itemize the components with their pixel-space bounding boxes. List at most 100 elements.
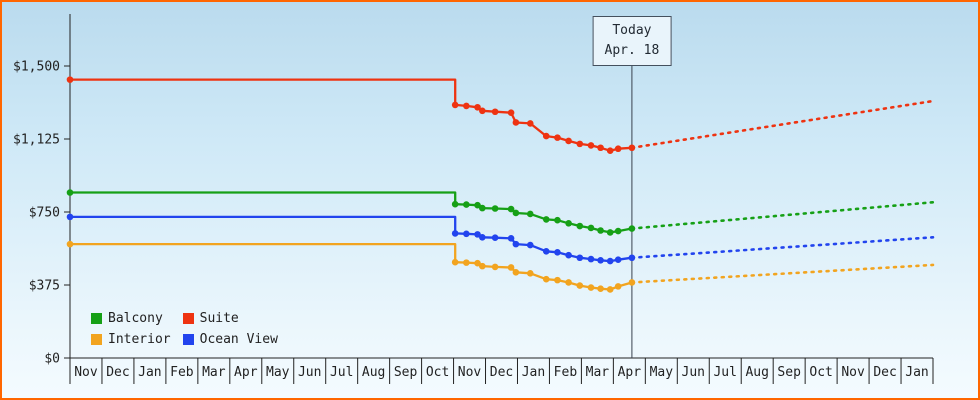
legend-label-suite: Suite [199, 311, 239, 326]
x-axis-month-label: Oct [809, 365, 832, 380]
projection-line [630, 263, 935, 284]
x-axis-month-label: Jul [713, 365, 736, 380]
data-point [628, 279, 636, 286]
x-axis-month-label: Sep [394, 365, 418, 380]
data-point [474, 201, 481, 209]
legend-item-ocean-view: Ocean View [182, 332, 278, 347]
projection-line [630, 99, 935, 150]
legend-swatch-ocean-view [182, 334, 194, 345]
data-point [542, 216, 550, 223]
data-point [576, 222, 584, 230]
projection-line [630, 236, 935, 260]
data-point [491, 205, 499, 212]
data-point [526, 241, 534, 249]
data-point [463, 102, 470, 110]
data-point [491, 263, 499, 271]
x-axis-month-label: Jan [138, 365, 161, 380]
x-axis-month-label: Apr [618, 365, 642, 380]
legend-item-suite: Suite [182, 311, 278, 326]
data-point [606, 257, 614, 265]
x-axis-month-label: May [266, 365, 290, 380]
x-axis-month-label: Jul [330, 365, 353, 380]
x-axis-month-label: Jun [298, 365, 321, 380]
today-label: Today [612, 23, 652, 38]
x-axis-month-label: Dec [873, 365, 896, 380]
data-point [526, 210, 534, 218]
data-point [542, 248, 550, 255]
data-point [587, 224, 595, 232]
data-point [463, 259, 470, 266]
data-point [597, 144, 604, 152]
y-axis-label: $0 [44, 352, 60, 367]
data-point [628, 254, 636, 262]
x-axis-month-label: Aug [745, 365, 768, 380]
data-point [606, 147, 614, 154]
x-axis-month-label: Jan [905, 365, 928, 380]
y-axis-label: $375 [29, 279, 60, 294]
data-point [597, 227, 604, 234]
data-point [507, 234, 515, 242]
data-point [614, 145, 622, 153]
x-axis-month-label: Nov [74, 365, 98, 380]
y-axis-label: $1,125 [13, 133, 60, 148]
data-point [507, 264, 515, 271]
axes [64, 14, 934, 384]
legend-label-balcony: Balcony [108, 311, 163, 326]
y-axis-label: $1,500 [13, 60, 60, 75]
data-point [576, 140, 584, 148]
data-point [565, 137, 572, 145]
data-point [628, 144, 636, 152]
legend-label-interior: Interior [108, 332, 171, 347]
data-point [554, 248, 561, 256]
data-point [628, 225, 636, 232]
projection-line [630, 200, 935, 230]
data-point [474, 231, 481, 238]
data-point [451, 200, 459, 208]
data-point [542, 275, 550, 283]
data-point [565, 279, 572, 286]
data-point [512, 269, 520, 276]
data-point [463, 201, 470, 208]
data-point [66, 240, 74, 248]
x-axis-month-label: Oct [426, 365, 449, 380]
data-point [606, 286, 614, 293]
data-point [587, 284, 595, 291]
data-point [451, 258, 459, 266]
data-point [66, 213, 74, 221]
x-axis-month-label: Feb [554, 365, 578, 380]
x-axis-month-label: Jun [682, 365, 705, 380]
data-point [614, 256, 622, 263]
y-axis-label: $750 [29, 206, 60, 221]
series-interior [66, 240, 935, 293]
data-point [554, 276, 561, 284]
data-point [526, 270, 534, 277]
data-point [565, 219, 572, 227]
data-point [507, 109, 515, 117]
x-axis-month-label: Aug [362, 365, 385, 380]
data-point [597, 256, 604, 264]
legend-item-balcony: Balcony [91, 311, 171, 326]
data-point [451, 101, 459, 109]
x-axis-month-label: Apr [234, 365, 258, 380]
legend: Balcony Suite Interior Ocean View [91, 311, 278, 347]
data-point [576, 254, 584, 262]
x-axis-month-label: Jan [522, 365, 545, 380]
series-balcony [66, 189, 935, 236]
data-point [474, 259, 481, 267]
data-point [451, 230, 459, 237]
legend-swatch-balcony [91, 313, 102, 324]
data-point [597, 285, 604, 292]
data-point [542, 132, 550, 140]
x-axis-month-label: Sep [777, 365, 801, 380]
x-axis-month-label: Nov [458, 365, 482, 380]
data-point [491, 108, 499, 116]
data-point [526, 120, 534, 127]
x-axis-month-label: Feb [170, 365, 194, 380]
data-point [614, 227, 622, 235]
legend-swatch-suite [182, 313, 194, 324]
data-point [479, 262, 486, 270]
data-point [576, 282, 584, 289]
today-marker-box: Today Apr. 18 [592, 16, 672, 66]
legend-item-interior: Interior [91, 332, 171, 347]
